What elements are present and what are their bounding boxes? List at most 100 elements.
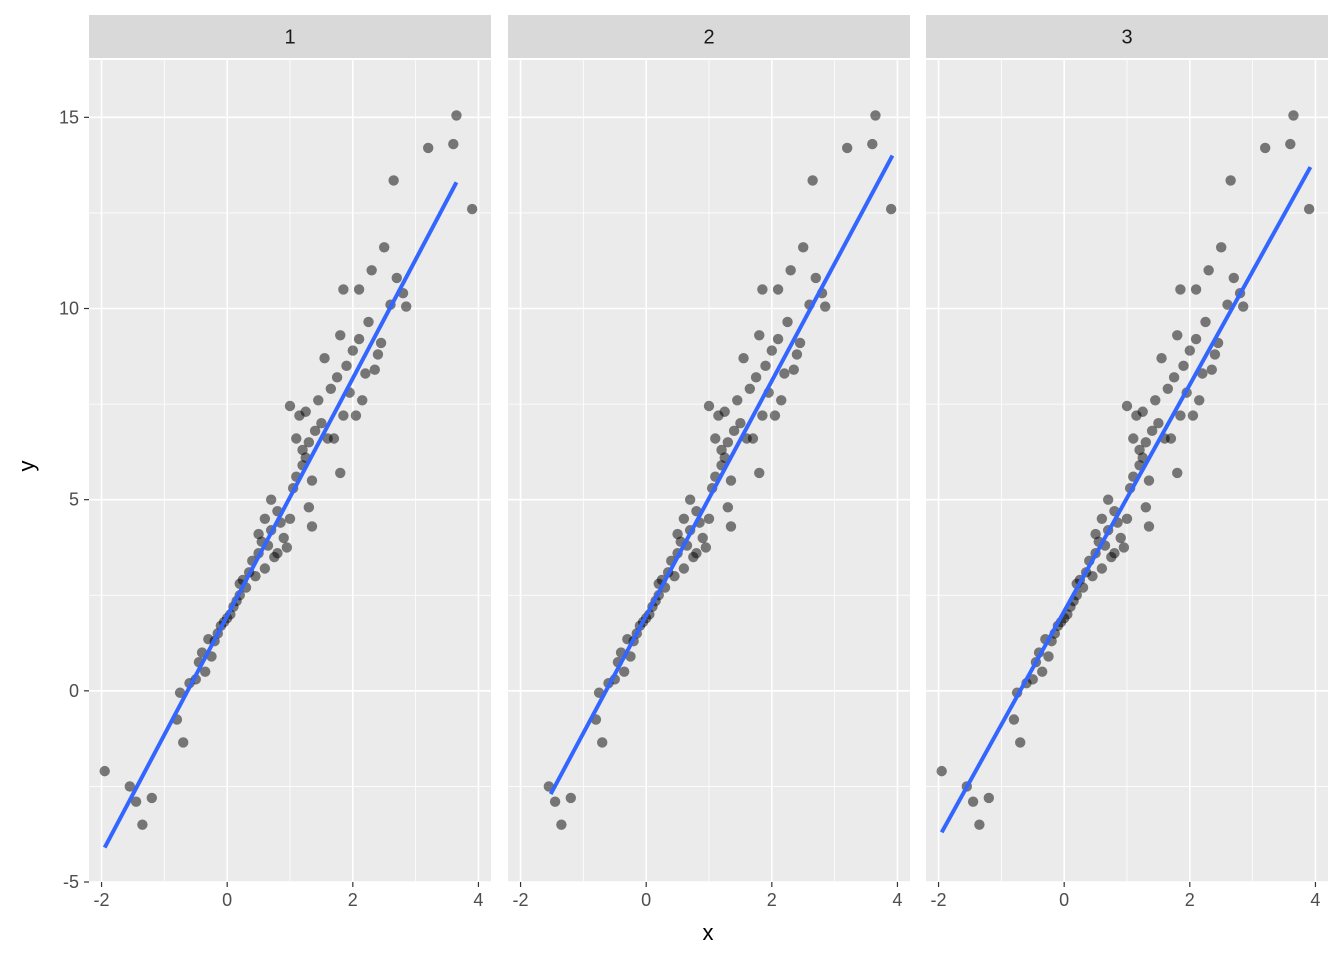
data-point: [1118, 542, 1130, 553]
data-point: [776, 395, 787, 406]
data-point: [316, 418, 327, 429]
y-axis-title: y: [14, 461, 39, 472]
data-point: [728, 425, 740, 437]
facet-panel-3: 3 -2 0 2 4: [926, 15, 1328, 910]
data-point: [338, 284, 349, 295]
data-point: [1121, 513, 1133, 524]
data-point: [750, 372, 762, 383]
data-point: [284, 513, 296, 524]
data-point: [335, 467, 346, 479]
data-point: [1194, 395, 1205, 406]
data-point: [124, 781, 136, 792]
data-point: [448, 138, 459, 150]
data-point: [725, 475, 737, 486]
data-point: [1206, 364, 1217, 375]
data-point: [1162, 383, 1174, 394]
data-point: [867, 138, 878, 150]
data-point: [785, 265, 796, 276]
data-point: [597, 737, 608, 748]
data-point: [1168, 372, 1180, 383]
y-tick-label: -5: [63, 872, 79, 892]
data-point: [722, 437, 734, 448]
data-point: [328, 433, 340, 444]
x-tick-label: 4: [473, 890, 483, 910]
data-point: [353, 284, 365, 295]
data-point: [375, 337, 387, 349]
data-point: [1137, 406, 1148, 417]
y-tick-label: 10: [59, 299, 79, 319]
data-point: [178, 737, 189, 748]
data-point: [1121, 400, 1133, 412]
data-point: [1172, 467, 1183, 479]
data-point: [174, 687, 186, 698]
data-point: [379, 242, 390, 253]
fit-line: [939, 166, 1313, 834]
data-point: [99, 765, 110, 777]
data-point: [250, 570, 261, 582]
data-point: [272, 548, 283, 559]
data-point: [684, 494, 696, 505]
data-point: [700, 542, 712, 553]
data-point: [331, 372, 343, 383]
data-point: [738, 353, 749, 364]
data-point: [1303, 203, 1315, 215]
data-point: [1175, 410, 1186, 421]
data-point: [794, 337, 806, 349]
data-point: [1008, 714, 1020, 725]
data-point: [347, 345, 359, 356]
data-point: [137, 819, 148, 830]
data-point: [1222, 299, 1233, 310]
data-point: [1153, 418, 1164, 429]
data-point: [451, 110, 462, 121]
data-point: [357, 395, 368, 406]
x-tick-label: 4: [1310, 890, 1320, 910]
data-point: [841, 142, 853, 154]
strip-label: 3: [1121, 27, 1132, 49]
data-point: [284, 400, 296, 412]
data-point: [1140, 502, 1152, 513]
data-point: [1037, 666, 1048, 677]
data-point: [1109, 548, 1120, 559]
data-point: [325, 383, 337, 394]
data-point: [422, 142, 434, 154]
x-tick-label: -2: [931, 890, 947, 910]
data-point: [1209, 349, 1221, 360]
data-point: [1203, 265, 1214, 276]
data-point: [732, 395, 743, 406]
data-point: [1178, 360, 1189, 372]
data-point: [1102, 494, 1114, 505]
data-point: [1087, 570, 1098, 582]
data-point: [303, 437, 315, 448]
data-point: [754, 467, 765, 479]
data-point: [697, 532, 708, 544]
data-point: [291, 433, 302, 444]
strip-label: 1: [284, 27, 295, 49]
data-point: [870, 110, 881, 121]
data-point: [810, 272, 821, 284]
data-point: [678, 513, 690, 524]
data-point: [757, 410, 768, 421]
x-tick-label: -2: [94, 890, 110, 910]
data-point: [1200, 316, 1211, 328]
data-point: [1096, 513, 1108, 524]
data-point: [200, 666, 211, 677]
data-point: [306, 521, 318, 532]
facet-panel-2: 2 -2 0 2 4: [508, 15, 910, 910]
data-point: [391, 272, 402, 284]
data-point: [549, 796, 561, 807]
data-point: [772, 333, 784, 345]
x-axis-title: x: [703, 920, 714, 945]
data-point: [281, 542, 293, 553]
data-point: [313, 395, 324, 406]
strip-background: [926, 15, 1328, 58]
data-point: [757, 284, 768, 295]
data-point: [1137, 452, 1148, 463]
data-point: [703, 513, 715, 524]
data-point: [1096, 563, 1108, 574]
strip-background: [508, 15, 910, 58]
data-point: [401, 301, 412, 312]
data-point: [725, 521, 737, 532]
data-point: [556, 819, 567, 830]
data-point: [747, 433, 759, 444]
data-point: [1238, 301, 1249, 312]
